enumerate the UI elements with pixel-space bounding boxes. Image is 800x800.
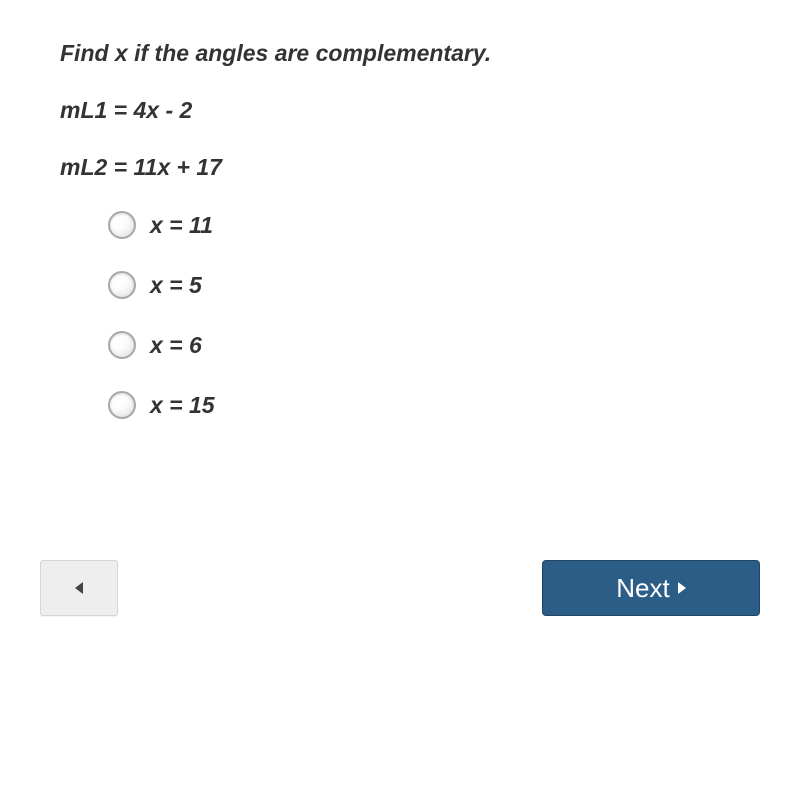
radio-icon [108,271,136,299]
radio-icon [108,211,136,239]
option-3[interactable]: x = 6 [108,331,760,359]
chevron-right-icon [678,582,686,594]
question-equation-1: mL1 = 4x - 2 [60,97,760,124]
option-label: x = 6 [150,332,202,359]
radio-icon [108,331,136,359]
back-button[interactable] [40,560,118,616]
option-4[interactable]: x = 15 [108,391,760,419]
next-button-label: Next [616,573,669,604]
option-label: x = 15 [150,392,215,419]
nav-row: Next [40,560,760,616]
option-label: x = 5 [150,272,202,299]
question-equation-2: mL2 = 11x + 17 [60,154,760,181]
question-prompt: Find x if the angles are complementary. [60,40,760,67]
option-2[interactable]: x = 5 [108,271,760,299]
chevron-left-icon [75,582,83,594]
next-button[interactable]: Next [542,560,760,616]
option-1[interactable]: x = 11 [108,211,760,239]
options-list: x = 11 x = 5 x = 6 x = 15 [108,211,760,419]
question-block: Find x if the angles are complementary. … [60,40,760,181]
option-label: x = 11 [150,212,213,239]
radio-icon [108,391,136,419]
